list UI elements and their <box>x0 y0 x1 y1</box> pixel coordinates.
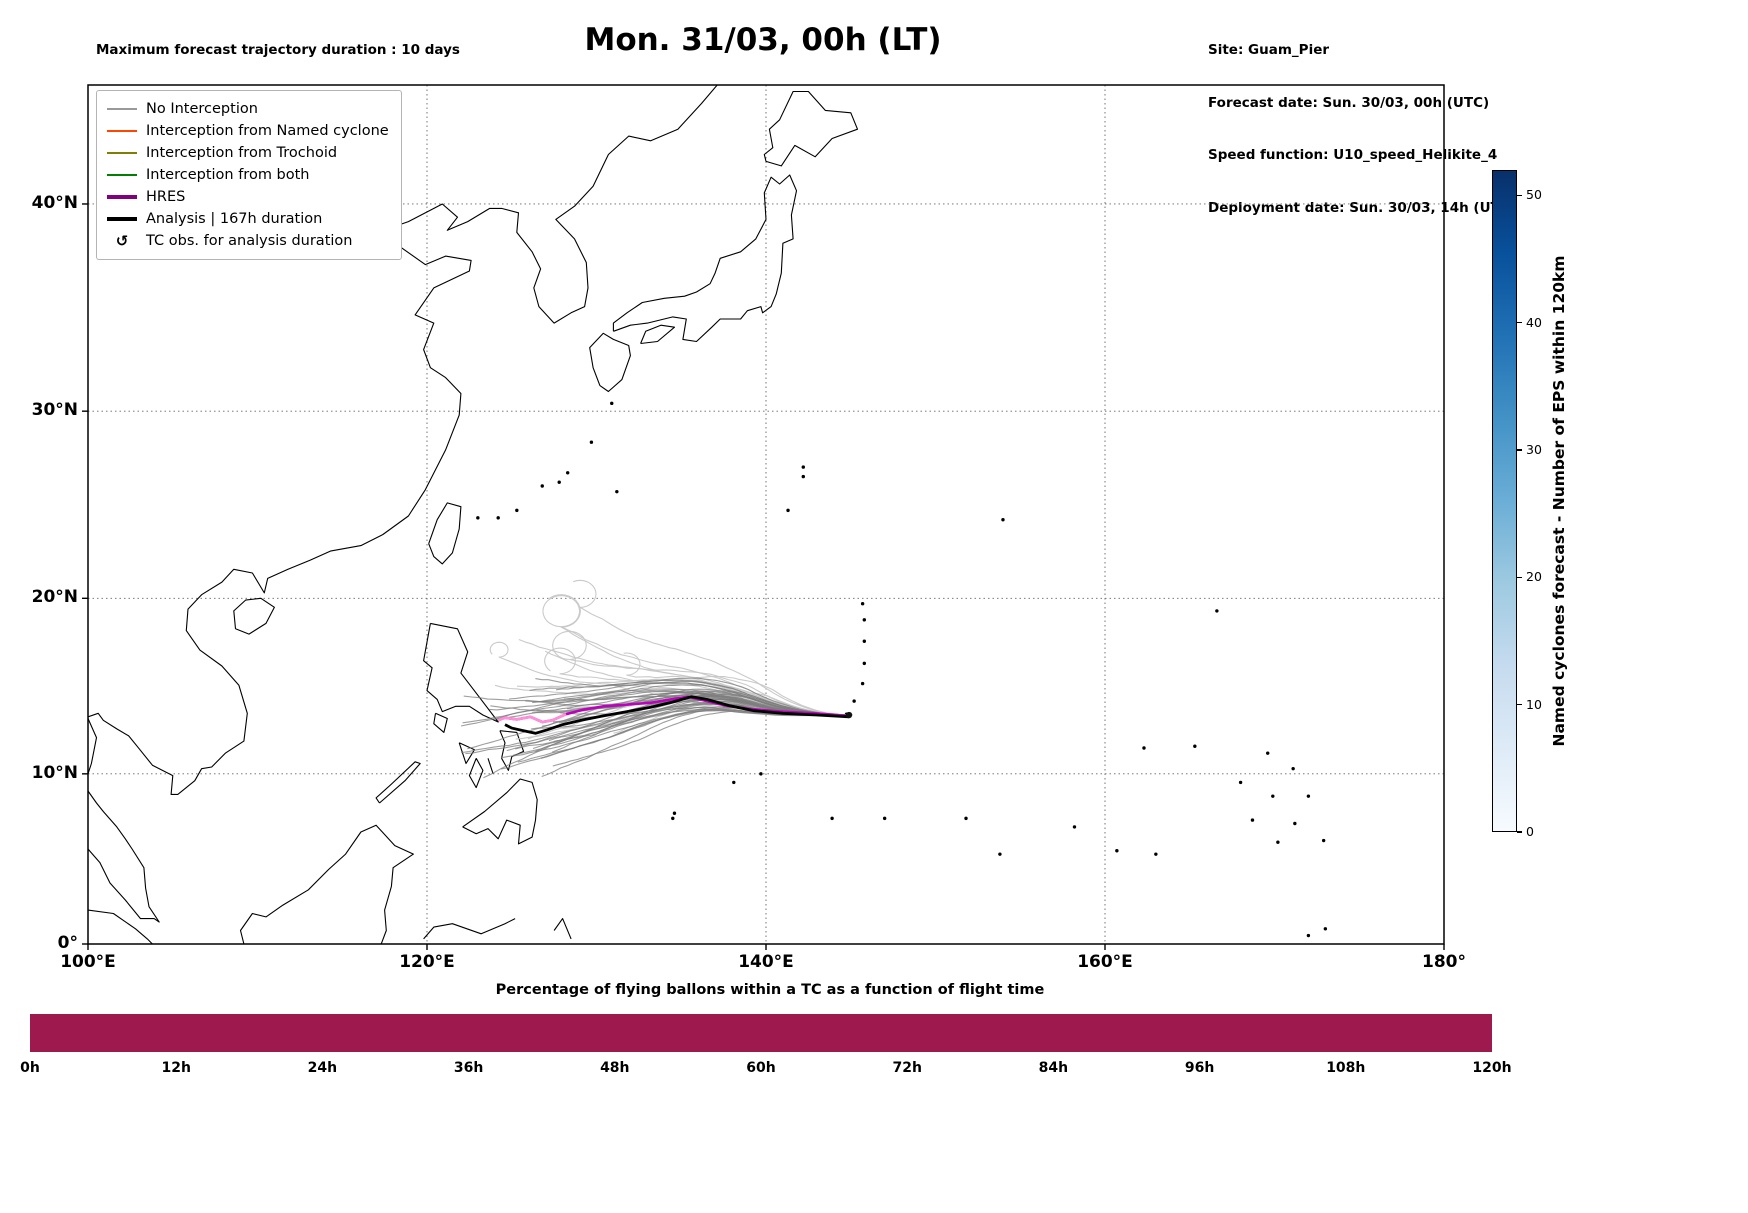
lon-tick-label: 180° <box>1422 952 1466 972</box>
axis-tick-marks <box>82 203 1445 950</box>
flight-time-chart-title: Percentage of flying ballons within a TC… <box>495 982 1045 998</box>
page-title: Mon. 31/03, 00h (LT) <box>584 22 942 58</box>
deployment-site-marker <box>845 711 853 719</box>
colorbar-label: Named cyclones forecast - Number of EPS … <box>1550 255 1568 747</box>
colorbar-tick-label: 50 <box>1526 187 1542 203</box>
legend-item-label: Interception from Trochoid <box>146 145 338 161</box>
legend-item: Interception from both <box>107 164 389 186</box>
flight-time-tick-label: 84h <box>1038 1060 1069 1076</box>
hres-track-west-segment <box>497 713 567 724</box>
tc-obs-icon: ↺ <box>115 231 129 250</box>
flight-time-tick-label: 120h <box>1472 1060 1512 1076</box>
colorbar-tick-mark <box>1517 576 1522 579</box>
flight-time-tick-label: 72h <box>892 1060 922 1076</box>
legend-item: Analysis | 167h duration <box>107 208 389 230</box>
colorbar-tick-mark <box>1517 449 1522 451</box>
legend-line-swatch <box>107 152 137 154</box>
header-right-line-1: Site: Guam_Pier <box>1208 42 1330 58</box>
lon-tick-label: 160°E <box>1077 952 1133 972</box>
colorbar-tick-label: 30 <box>1526 442 1542 458</box>
coastlines <box>88 85 859 944</box>
ensemble-dark-trajectories <box>460 677 850 779</box>
lat-tick-label: 20°N <box>31 587 78 608</box>
legend-item-label: Interception from both <box>146 167 310 183</box>
legend-item-label: TC obs. for analysis duration <box>146 233 353 249</box>
lat-tick-label: 10°N <box>31 762 78 783</box>
lon-tick-label: 140°E <box>738 952 794 972</box>
colorbar-tick-mark <box>1517 322 1522 324</box>
colorbar-tick-mark <box>1517 831 1522 833</box>
lat-tick-label: 0° <box>57 933 78 953</box>
header-right: Site: Guam_Pier Forecast date: Sun. 30/0… <box>1208 7 1516 252</box>
legend-item-label: Interception from Named cyclone <box>146 123 389 139</box>
legend-item-label: Analysis | 167h duration <box>146 211 323 227</box>
legend-item-tc-obs: ↺ TC obs. for analysis duration <box>107 230 389 252</box>
lat-tick-label: 40°N <box>31 192 78 213</box>
legend-line-swatch <box>107 108 137 110</box>
colorbar-tick-mark <box>1517 194 1522 197</box>
legend-item-label: No Interception <box>146 101 258 117</box>
header-left-line-1: Maximum forecast trajectory duration : 1… <box>96 42 460 58</box>
legend-line-swatch <box>107 174 137 176</box>
flight-time-tick-label: 48h <box>600 1060 630 1076</box>
legend-item: Interception from Trochoid <box>107 142 389 164</box>
colorbar-tick-mark <box>1517 703 1522 706</box>
header-right-line-2: Forecast date: Sun. 30/03, 00h (UTC) <box>1208 94 1490 111</box>
analysis-track <box>504 695 850 735</box>
legend-item: No Interception <box>107 98 389 120</box>
lon-tick-label: 100°E <box>60 952 116 972</box>
island-dots <box>476 401 1328 938</box>
flight-time-tick-label: 96h <box>1184 1060 1215 1076</box>
legend-line-swatch <box>107 130 137 132</box>
flight-time-tick-label: 108h <box>1326 1060 1366 1076</box>
legend-item: Interception from Named cyclone <box>107 120 389 142</box>
legend-item-label: HRES <box>146 189 186 205</box>
flight-time-tick-label: 12h <box>161 1060 191 1076</box>
flight-time-tick-label: 24h <box>307 1060 338 1076</box>
lon-tick-label: 120°E <box>399 952 455 972</box>
flight-time-tick-label: 36h <box>453 1060 484 1076</box>
tc-percentage-bar <box>30 1014 1492 1052</box>
header-right-line-3: Speed function: U10_speed_Helikite_4 <box>1208 147 1498 163</box>
gridlines <box>88 85 1444 944</box>
legend-item: HRES <box>107 186 389 208</box>
colorbar-gradient <box>1492 170 1517 832</box>
colorbar-tick-label: 20 <box>1526 569 1542 585</box>
colorbar-tick-label: 0 <box>1526 824 1534 839</box>
colorbar-tick-label: 10 <box>1526 696 1542 712</box>
legend-line-swatch <box>107 217 137 221</box>
flight-time-tick-label: 60h <box>746 1060 776 1076</box>
legend-line-swatch <box>107 195 137 199</box>
colorbar-tick-label: 40 <box>1526 314 1542 330</box>
lat-tick-label: 30°N <box>31 400 78 421</box>
map-legend: No Interception Interception from Named c… <box>96 90 402 260</box>
map-content <box>88 85 1444 944</box>
flight-time-tick-label: 0h <box>20 1060 40 1076</box>
